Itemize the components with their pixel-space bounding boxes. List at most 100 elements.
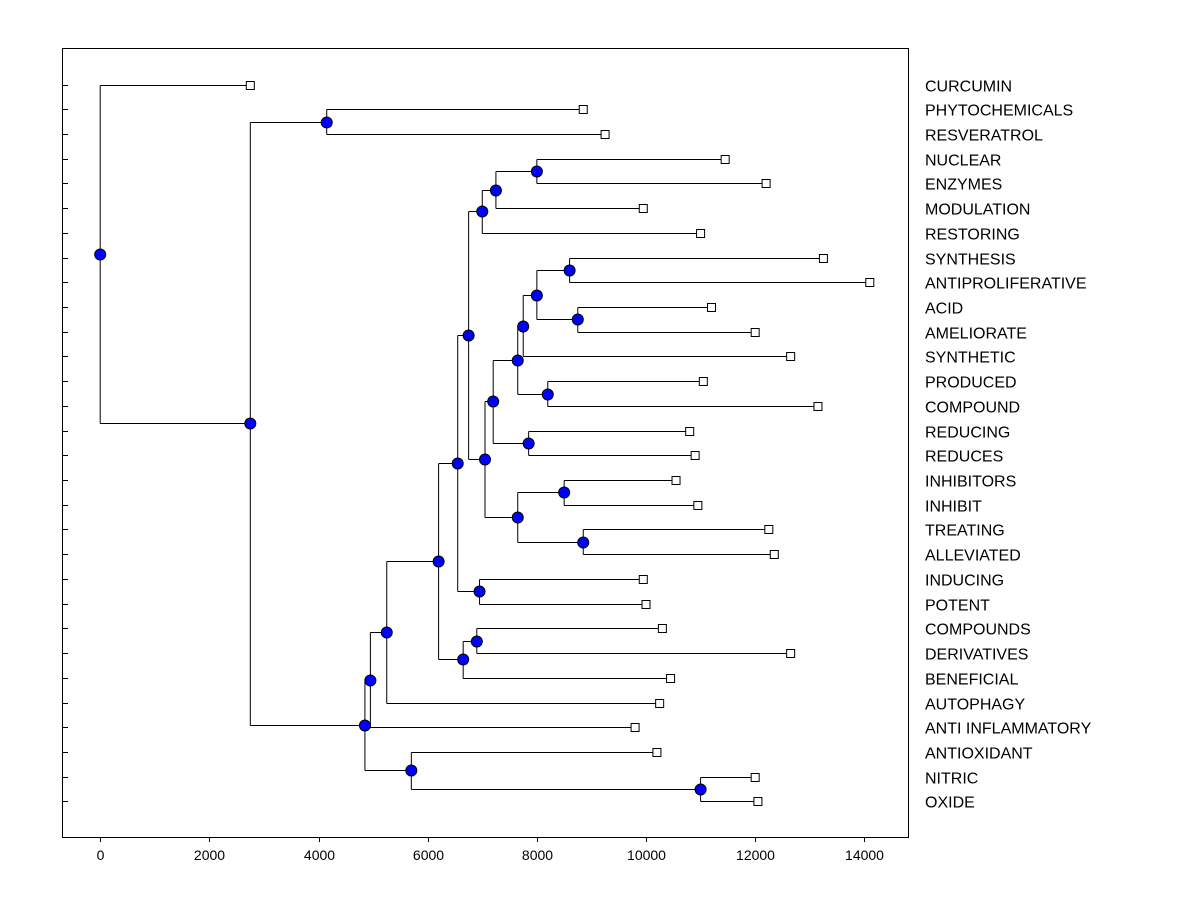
leaf-label: RESVERATROL <box>925 128 1043 145</box>
cluster-node <box>522 437 535 450</box>
leaf-marker <box>698 377 708 386</box>
cluster-node <box>511 354 524 367</box>
leaf-label: CURCUMIN <box>925 79 1012 96</box>
leaf-label: POTENT <box>925 598 990 615</box>
leaf-label: ANTIPROLIFERATIVE <box>925 276 1087 293</box>
leaf-label: COMPOUND <box>925 400 1020 417</box>
cluster-node <box>571 313 584 326</box>
leaf-marker <box>641 600 651 609</box>
leaf-label: COMPOUNDS <box>925 622 1031 639</box>
leaf-marker <box>707 303 717 312</box>
leaf-label: MODULATION <box>925 202 1030 219</box>
leaf-label: AMELIORATE <box>925 326 1027 343</box>
leaf-label: NUCLEAR <box>925 153 1001 170</box>
leaf-label: ANTIOXIDANT <box>925 746 1033 763</box>
x-tick-label: 2000 <box>194 847 225 863</box>
leaf-label: REDUCING <box>925 425 1010 442</box>
leaf-marker <box>638 204 648 213</box>
leaf-marker <box>245 81 255 90</box>
leaf-label: ANTI INFLAMMATORY <box>925 721 1092 738</box>
cluster-node <box>530 289 543 302</box>
cluster-node <box>457 653 470 666</box>
leaf-label: ACID <box>925 301 963 318</box>
leaf-label: NITRIC <box>925 771 978 788</box>
leaf-marker <box>753 797 763 806</box>
leaf-label: OXIDE <box>925 795 975 812</box>
cluster-node <box>451 457 464 470</box>
cluster-node <box>530 165 543 178</box>
x-tick-label: 14000 <box>845 847 884 863</box>
x-tick-label: 6000 <box>413 847 444 863</box>
leaf-label: INDUCING <box>925 573 1004 590</box>
cluster-node <box>487 395 500 408</box>
cluster-node <box>694 783 707 796</box>
leaf-marker <box>786 649 796 658</box>
leaf-label: DERIVATIVES <box>925 647 1028 664</box>
cluster-node <box>470 635 483 648</box>
leaf-label: TREATING <box>925 523 1005 540</box>
leaf-label: PHYTOCHEMICALS <box>925 103 1073 120</box>
leaf-label: INHIBITORS <box>925 474 1016 491</box>
x-tick-label: 0 <box>97 847 105 863</box>
leaf-marker <box>769 550 779 559</box>
leaf-marker <box>685 427 695 436</box>
cluster-node <box>517 320 530 333</box>
leaf-markers <box>245 81 875 806</box>
cluster-node <box>476 205 489 218</box>
leaf-label: SYNTHETIC <box>925 350 1016 367</box>
cluster-node <box>364 674 377 687</box>
cluster-node <box>462 329 475 342</box>
cluster-node <box>558 486 571 499</box>
leaf-marker <box>652 748 662 757</box>
cluster-node <box>473 585 486 598</box>
leaf-label: INHIBIT <box>925 499 982 516</box>
cluster-node <box>577 536 590 549</box>
leaf-label: PRODUCED <box>925 375 1017 392</box>
leaf-marker <box>693 501 703 510</box>
cluster-node <box>489 184 502 197</box>
leaf-label: ALLEVIATED <box>925 548 1021 565</box>
leaf-marker <box>657 624 667 633</box>
leaf-marker <box>750 328 760 337</box>
x-tick-label: 12000 <box>736 847 775 863</box>
cluster-node <box>380 626 393 639</box>
leaf-marker <box>786 352 796 361</box>
leaf-marker <box>600 130 610 139</box>
leaf-marker <box>690 451 700 460</box>
leaf-marker <box>638 575 648 584</box>
plot-frame <box>62 48 909 838</box>
leaf-marker <box>818 254 828 263</box>
node-markers <box>94 116 707 796</box>
cluster-node <box>405 764 418 777</box>
x-tick-label: 8000 <box>522 847 553 863</box>
leaf-marker <box>671 476 681 485</box>
leaf-label: REDUCES <box>925 449 1003 466</box>
leaf-marker <box>764 525 774 534</box>
cluster-node <box>320 116 333 129</box>
leaf-marker <box>696 229 706 238</box>
leaf-label: BENEFICIAL <box>925 672 1018 689</box>
x-tick-label: 10000 <box>627 847 666 863</box>
x-tick-label: 4000 <box>304 847 335 863</box>
leaf-marker <box>750 773 760 782</box>
cluster-node <box>541 388 554 401</box>
x-axis-ticks: 0 2000 4000 6000 8000 10000 12000 14000 <box>97 837 884 863</box>
leaf-marker <box>578 105 588 114</box>
cluster-node <box>94 248 107 261</box>
leaf-label: RESTORING <box>925 227 1020 244</box>
leaf-marker <box>630 723 640 732</box>
y-axis-ticks <box>62 85 68 802</box>
leaf-marker <box>865 278 875 287</box>
leaf-marker <box>813 402 823 411</box>
leaf-labels: CURCUMIN PHYTOCHEMICALS RESVERATROL NUCLEAR… <box>925 79 1092 812</box>
leaf-marker <box>666 674 676 683</box>
cluster-node <box>563 264 576 277</box>
leaf-marker <box>720 155 730 164</box>
leaf-label: ENZYMES <box>925 177 1002 194</box>
leaf-marker <box>761 179 771 188</box>
leaf-label: SYNTHESIS <box>925 252 1016 269</box>
cluster-node <box>479 453 491 466</box>
cluster-node <box>244 417 257 430</box>
